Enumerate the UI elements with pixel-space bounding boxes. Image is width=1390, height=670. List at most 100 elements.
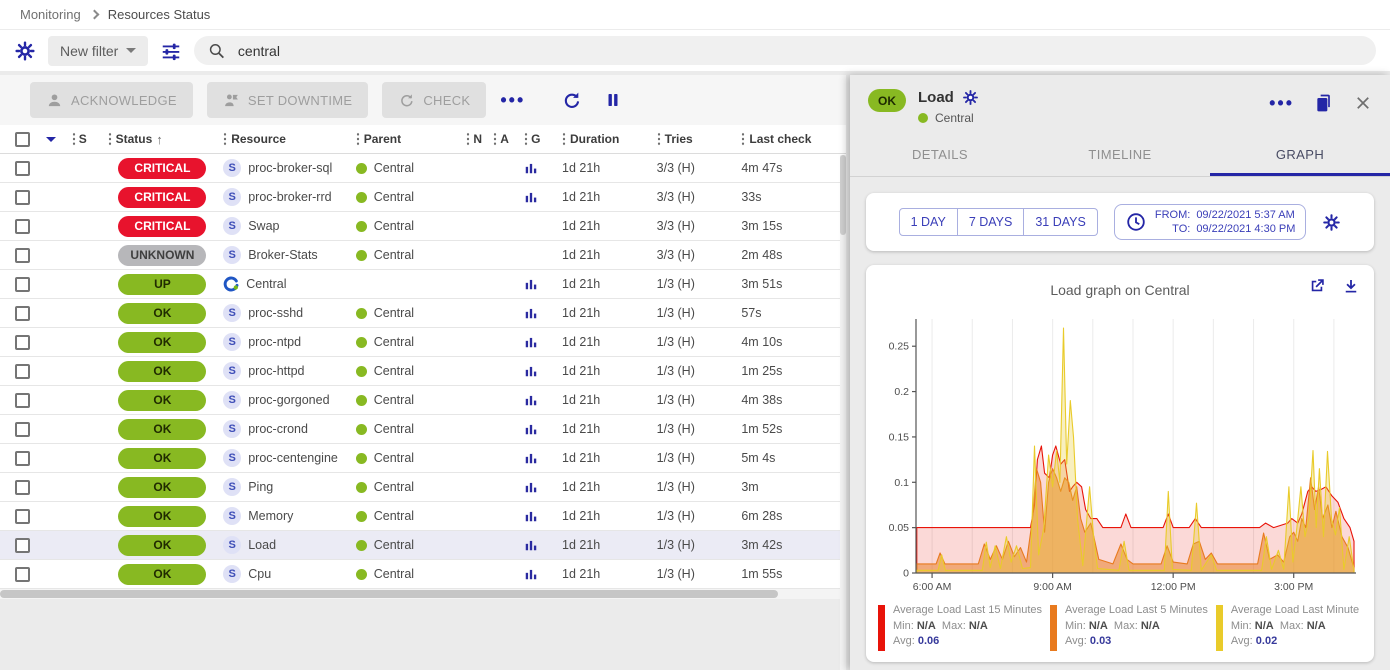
table-row[interactable]: UNKNOWN S Broker-Stats Central 1d 21h 3/3 (H)… [0, 241, 846, 270]
drawer-more-button[interactable]: ••• [1269, 94, 1294, 112]
column-grip-icon[interactable] [493, 132, 498, 146]
sort-asc-icon[interactable]: ↑ [156, 131, 163, 147]
resource-name[interactable]: proc-ntpd [248, 335, 302, 349]
to-value[interactable]: 09/22/2021 4:30 PM [1196, 223, 1296, 235]
column-header-last-check[interactable]: Last check [749, 132, 812, 146]
graph-button[interactable] [524, 480, 538, 494]
graph-button[interactable] [524, 277, 538, 291]
resource-name[interactable]: proc-httpd [248, 364, 305, 378]
tab-graph[interactable]: GRAPH [1210, 135, 1390, 176]
table-row[interactable]: UP Central 1d 21h 1/3 (H) 3m 51s [0, 270, 846, 299]
pause-button[interactable] [604, 91, 622, 109]
column-grip-icon[interactable] [656, 132, 661, 146]
resource-name[interactable]: Broker-Stats [248, 248, 318, 262]
row-checkbox[interactable] [15, 566, 31, 582]
select-all-checkbox[interactable] [15, 131, 31, 147]
custom-time-range-picker[interactable]: FROM: 09/22/2021 5:37 AM TO: 09/22/2021 … [1113, 204, 1307, 240]
column-grip-icon[interactable] [524, 132, 529, 146]
resource-name[interactable]: proc-crond [248, 422, 308, 436]
legend-item[interactable]: Average Load Last 15 Minutes Min: N/A Max… [878, 603, 1042, 651]
resource-name[interactable]: proc-sshd [248, 306, 304, 320]
row-checkbox[interactable] [15, 247, 31, 263]
graph-button[interactable] [524, 509, 538, 523]
resource-settings-gear-icon[interactable] [962, 89, 979, 106]
column-header-tries[interactable]: Tries [664, 132, 693, 146]
row-checkbox[interactable] [15, 218, 31, 234]
load-chart[interactable]: 0 0.05 0.1 0.15 0.2 0.25 6:00 AM 9:00 AM 12:00 P… [878, 311, 1362, 599]
from-value[interactable]: 09/22/2021 5:37 AM [1196, 209, 1295, 221]
search-input[interactable] [237, 42, 1362, 59]
row-checkbox[interactable] [15, 508, 31, 524]
graph-button[interactable] [524, 335, 538, 349]
column-header-status[interactable]: Status [115, 132, 153, 146]
row-checkbox[interactable] [15, 334, 31, 350]
resource-name[interactable]: proc-broker-rrd [248, 190, 332, 204]
column-header-parent[interactable]: Parent [363, 132, 402, 146]
graph-button[interactable] [524, 451, 538, 465]
column-grip-icon[interactable] [107, 132, 112, 146]
row-checkbox[interactable] [15, 305, 31, 321]
table-row[interactable]: OK S Cpu Central 1d 21h 1/3 (H) 1m 55s [0, 560, 846, 589]
close-drawer-button[interactable] [1354, 94, 1372, 112]
table-row[interactable]: OK S Ping Central 1d 21h 1/3 (H) 3m [0, 473, 846, 502]
column-header-s[interactable]: S [78, 132, 87, 146]
graph-button[interactable] [524, 422, 538, 436]
row-checkbox[interactable] [15, 450, 31, 466]
new-filter-dropdown[interactable]: New filter [48, 35, 149, 66]
horizontal-scrollbar[interactable] [0, 589, 846, 599]
scrollbar-thumb[interactable] [0, 590, 779, 598]
column-grip-icon[interactable] [741, 132, 746, 146]
column-header-g[interactable]: G [531, 132, 541, 146]
graph-button[interactable] [524, 393, 538, 407]
column-grip-icon[interactable] [466, 132, 471, 146]
column-grip-icon[interactable] [71, 132, 76, 146]
refresh-button[interactable] [561, 90, 582, 111]
graph-button[interactable] [524, 306, 538, 320]
filter-tune-button[interactable] [160, 40, 182, 62]
tab-timeline[interactable]: TIMELINE [1088, 147, 1152, 162]
download-graph-button[interactable] [1342, 277, 1360, 295]
resource-name[interactable]: Swap [248, 219, 280, 233]
row-checkbox[interactable] [15, 189, 31, 205]
more-actions-button[interactable]: ••• [500, 91, 525, 109]
resource-name[interactable]: Ping [248, 480, 274, 494]
legend-item[interactable]: Average Load Last Minute Min: N/A Max: N/… [1215, 603, 1362, 651]
search-field[interactable] [194, 36, 1376, 65]
column-header-resource[interactable]: Resource [231, 132, 286, 146]
filter-settings-gear-button[interactable] [14, 40, 36, 62]
column-grip-icon[interactable] [223, 132, 228, 146]
row-checkbox[interactable] [15, 160, 31, 176]
legend-item[interactable]: Average Load Last 5 Minutes Min: N/A Max:… [1050, 603, 1208, 651]
column-header-duration[interactable]: Duration [570, 132, 620, 146]
time-range-31-days-button[interactable]: 31 DAYS [1024, 208, 1098, 236]
table-row[interactable]: OK S Memory Central 1d 21h 1/3 (H) 6m 28s [0, 502, 846, 531]
row-checkbox[interactable] [15, 392, 31, 408]
copy-link-button[interactable] [1314, 93, 1334, 113]
open-graph-in-new-button[interactable] [1308, 277, 1326, 295]
set-downtime-button[interactable]: SET DOWNTIME [206, 82, 369, 118]
row-checkbox[interactable] [15, 276, 31, 292]
scrollbar-thumb[interactable] [840, 155, 846, 235]
expand-all-caret-icon[interactable] [45, 136, 56, 142]
column-header-n[interactable]: N [473, 132, 483, 146]
resource-name[interactable]: Central [246, 277, 287, 291]
resource-name[interactable]: Cpu [248, 567, 272, 581]
column-header-a[interactable]: A [500, 132, 509, 146]
column-grip-icon[interactable] [355, 132, 360, 146]
graph-button[interactable] [524, 190, 538, 204]
table-row[interactable]: CRITICAL S Swap Central 1d 21h 3/3 (H) 3m 15s [0, 212, 846, 241]
resource-name[interactable]: proc-gorgoned [248, 393, 330, 407]
column-grip-icon[interactable] [562, 132, 567, 146]
graph-settings-gear-button[interactable] [1322, 213, 1341, 232]
resource-name[interactable]: Memory [248, 509, 294, 523]
acknowledge-button[interactable]: ACKNOWLEDGE [30, 82, 193, 118]
graph-button[interactable] [524, 364, 538, 378]
resource-name[interactable]: proc-broker-sql [248, 161, 333, 175]
time-range-7-days-button[interactable]: 7 DAYS [957, 208, 1025, 236]
graph-button[interactable] [524, 538, 538, 552]
tab-details[interactable]: DETAILS [911, 147, 969, 162]
